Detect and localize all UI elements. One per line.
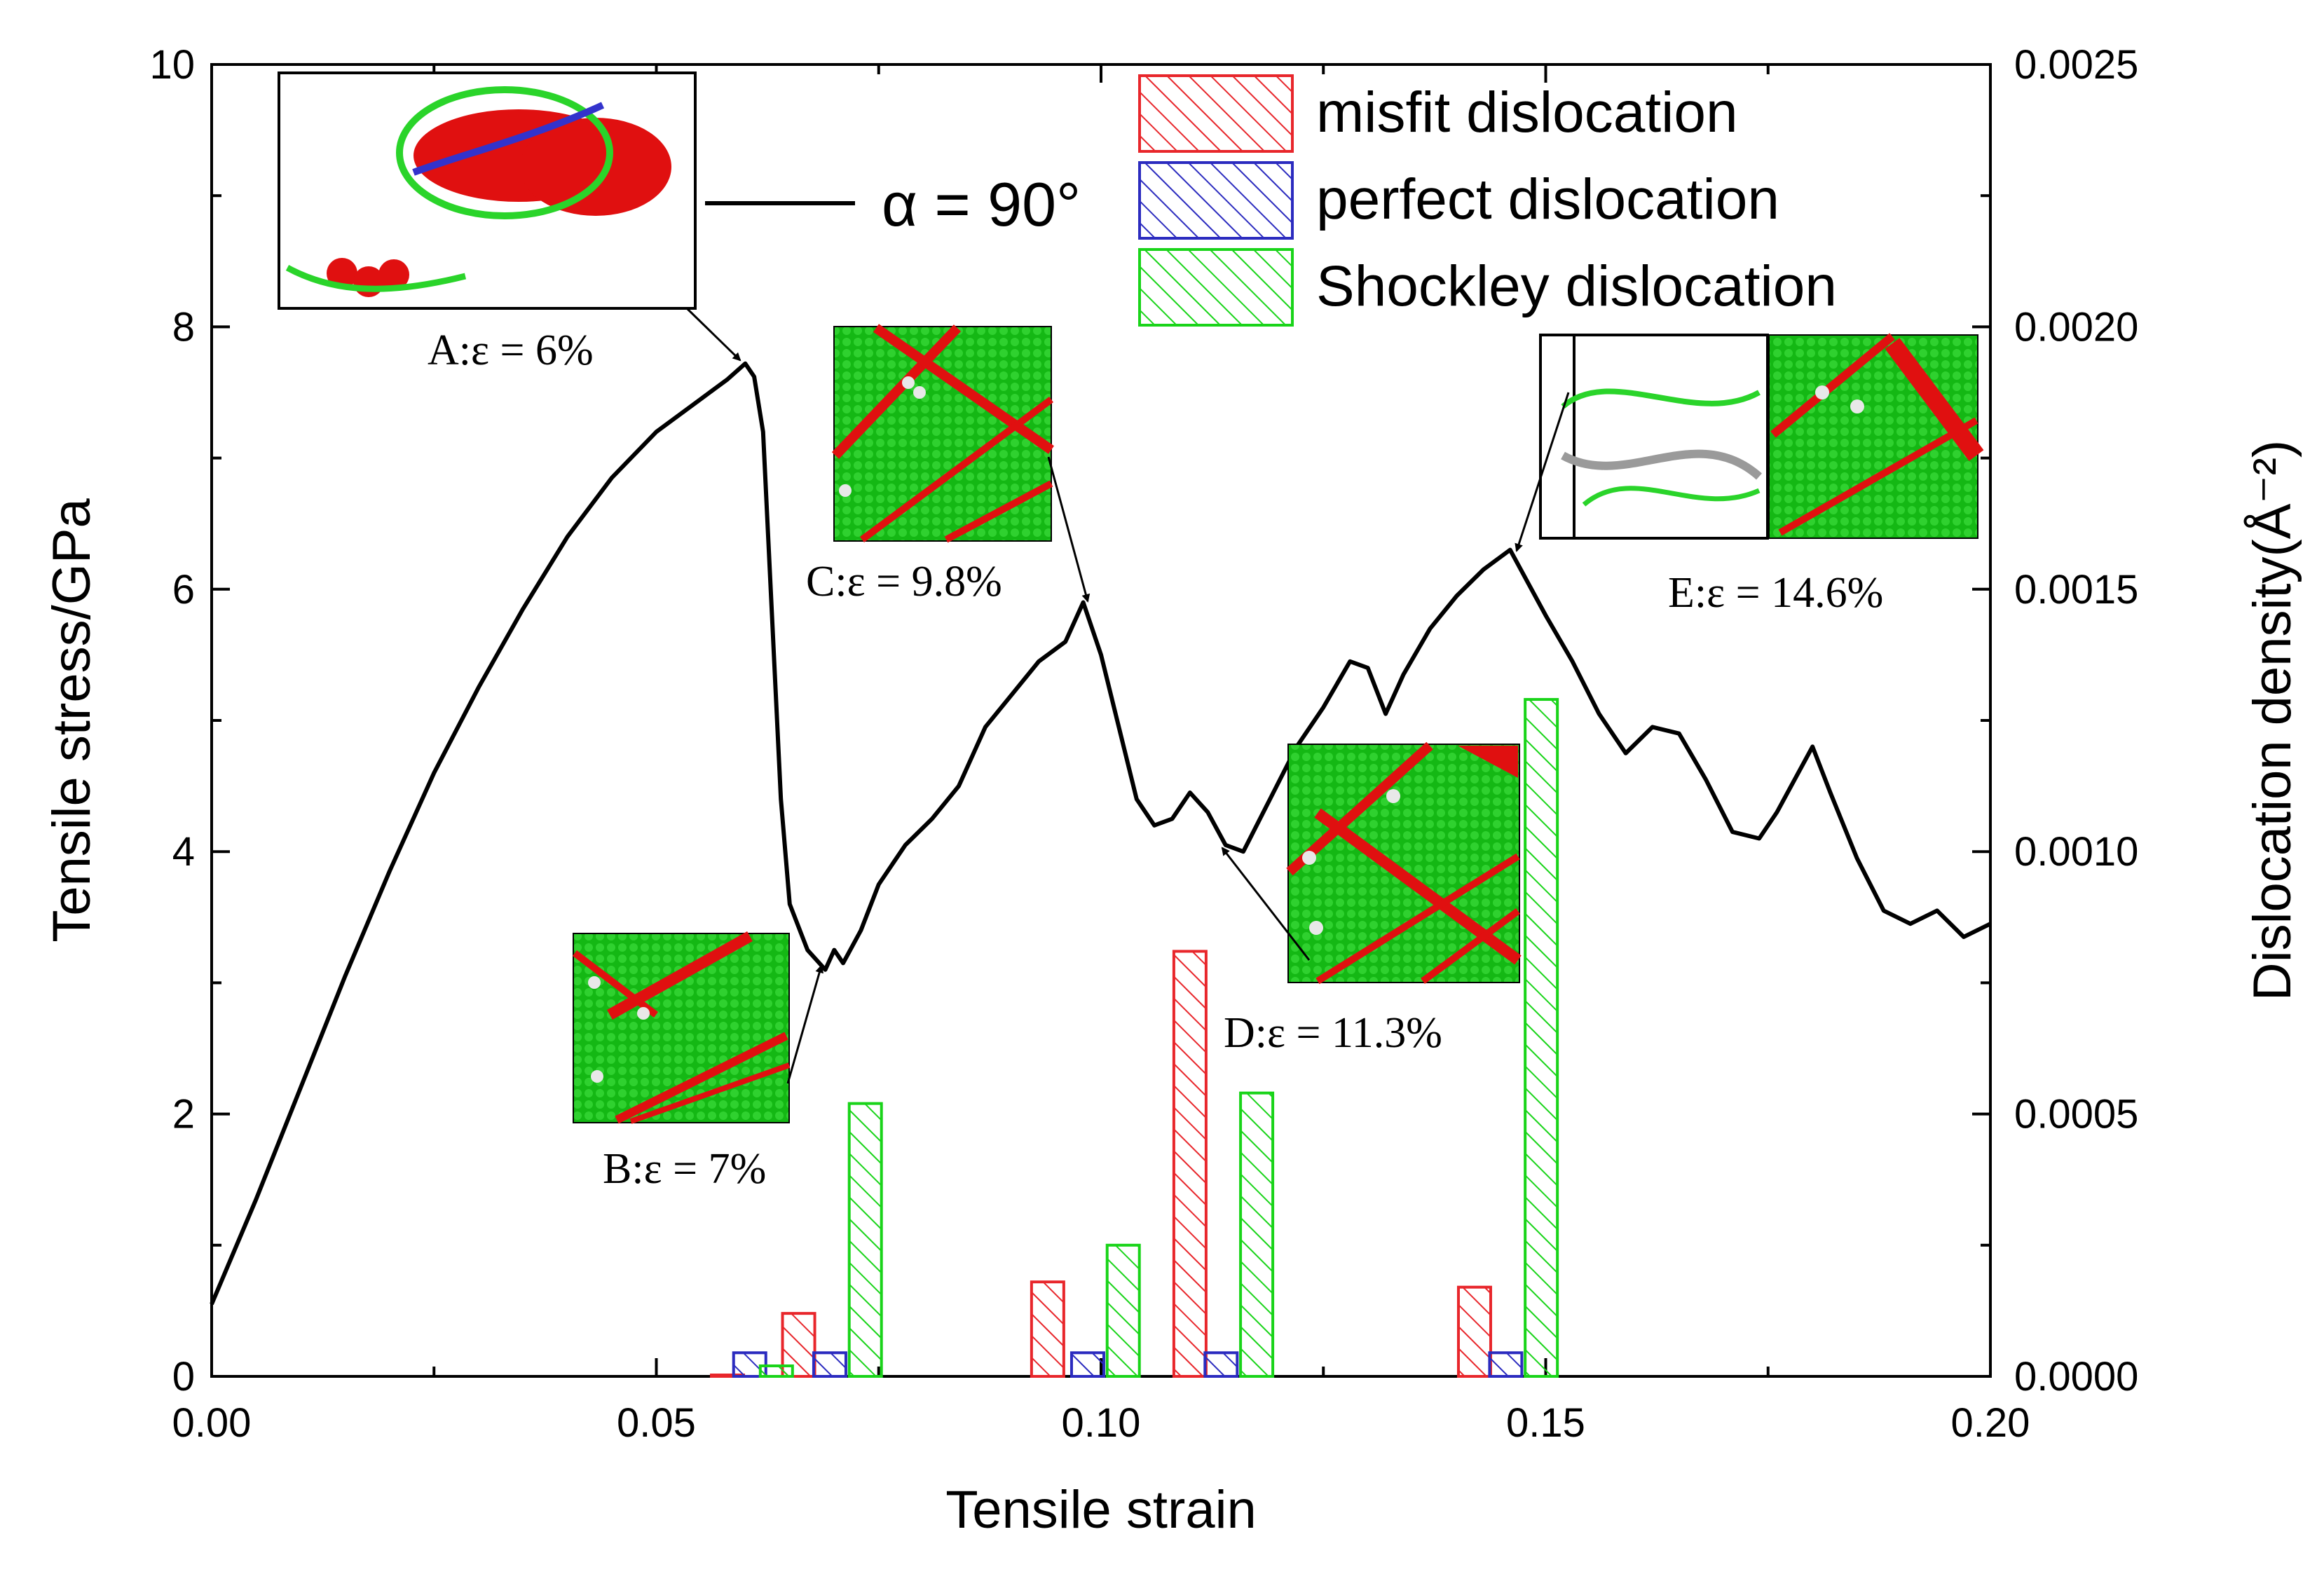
y-right-tick-label: 0.0015 [2014, 567, 2138, 612]
inset-a-dislocation-loop [278, 71, 697, 310]
legend: misfit dislocation perfect dislocation S… [1138, 74, 1837, 327]
x-tick-label: 0.10 [1062, 1400, 1141, 1446]
bar-shockley [758, 1364, 794, 1378]
x-tick-label: 0.20 [1951, 1400, 2030, 1446]
inset-e-snapshots [1539, 333, 1984, 540]
arrow-c [1047, 456, 1091, 603]
inset-b-atom-snapshot [572, 931, 791, 1124]
arrow-d [1221, 847, 1311, 961]
y-right-tick-label: 0.0020 [2014, 304, 2138, 350]
y-right-tick-label: 0.0010 [2014, 829, 2138, 875]
annotation-c: C:ε = 9.8% [806, 558, 1002, 605]
y-right-tick-label: 0.0025 [2014, 42, 2138, 88]
y-right-tick-label: 0.0005 [2014, 1092, 2138, 1137]
x-axis-title: Tensile strain [945, 1480, 1257, 1540]
arrow-a [685, 307, 741, 362]
bar-shockley [1105, 1243, 1141, 1378]
annotation-d: D:ε = 11.3% [1224, 1009, 1442, 1057]
annotation-a: A:ε = 6% [428, 327, 594, 374]
legend-swatch-perfect [1138, 161, 1294, 240]
y-left-tick-label: 8 [172, 304, 195, 350]
legend-label-perfect: perfect dislocation [1316, 167, 1779, 231]
y-axis-right-title: Dislocation density(Å⁻²) [2243, 440, 2302, 1001]
legend-swatch-shockley [1138, 248, 1294, 327]
bar-perfect [812, 1351, 847, 1378]
y-axis-left-title: Tensile stress/GPa [42, 498, 102, 942]
annotation-b: B:ε = 7% [603, 1145, 766, 1193]
bar-misfit [1172, 950, 1208, 1378]
y-left-tick-label: 4 [172, 829, 195, 875]
y-right-tick-label: 0.0000 [2014, 1354, 2138, 1399]
bar-shockley [847, 1102, 883, 1378]
y-axis-right: 0.0000 0.0005 0.0010 0.0015 0.0020 0.0025 [1972, 42, 2138, 1399]
bar-shockley [1524, 698, 1559, 1378]
inset-d-atom-snapshot [1286, 741, 1522, 985]
y-axis-left: 0 2 4 6 8 10 [149, 42, 230, 1399]
y-left-tick-label: 10 [149, 42, 195, 88]
line-legend-label: α = 90° [882, 170, 1081, 239]
arrow-b [786, 964, 824, 1084]
legend-label-misfit: misfit dislocation [1316, 81, 1738, 144]
stress-strain-line [210, 361, 1992, 1306]
y-left-tick-label: 2 [172, 1092, 195, 1137]
bar-series-group [710, 698, 1559, 1378]
arrow-e [1515, 392, 1570, 552]
y-left-tick-label: 0 [172, 1354, 195, 1399]
annotation-e: E:ε = 14.6% [1668, 569, 1883, 617]
x-tick-label: 0.05 [617, 1400, 696, 1446]
legend-swatch-misfit [1138, 74, 1294, 153]
legend-label-shockley: Shockley dislocation [1316, 254, 1837, 318]
bar-misfit [1456, 1285, 1492, 1378]
x-tick-label: 0.00 [172, 1400, 252, 1446]
inset-c-atom-snapshot [831, 324, 1054, 543]
y-left-tick-label: 6 [172, 567, 195, 612]
bar-perfect [1069, 1351, 1105, 1378]
x-tick-label: 0.15 [1506, 1400, 1585, 1446]
bar-perfect [1203, 1351, 1239, 1378]
bar-perfect [1488, 1351, 1524, 1378]
bar-shockley [1239, 1091, 1275, 1378]
bar-misfit [1030, 1280, 1065, 1378]
